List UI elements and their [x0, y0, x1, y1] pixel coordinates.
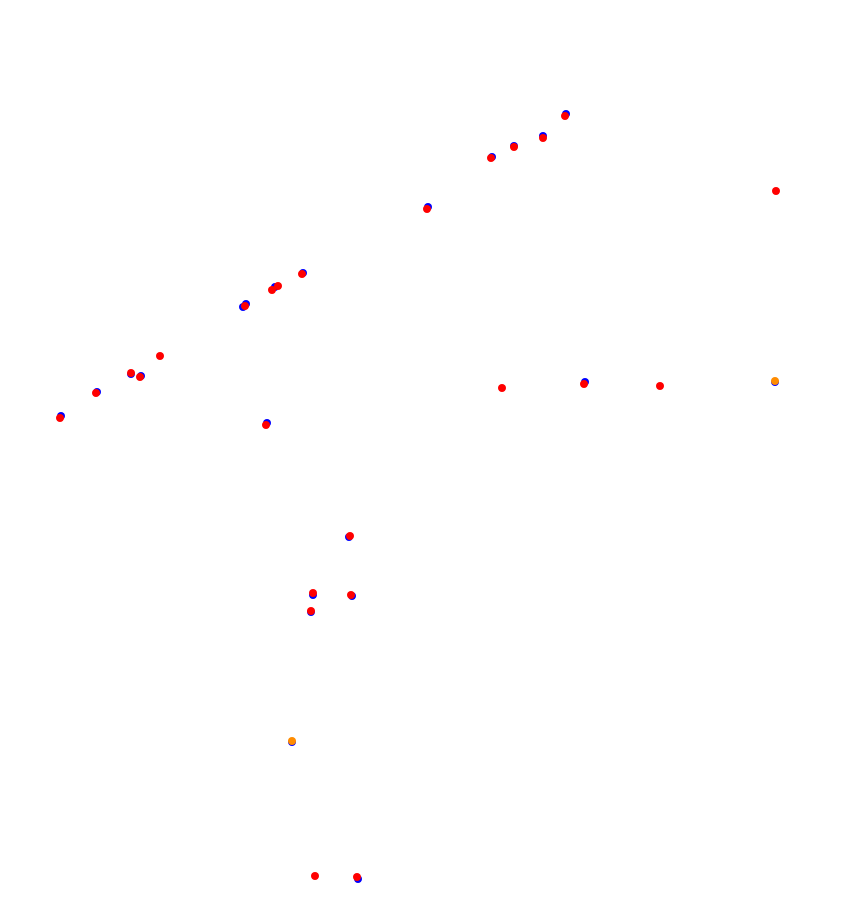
- point: [309, 589, 317, 597]
- point: [274, 282, 282, 290]
- point: [423, 205, 431, 213]
- point: [311, 872, 319, 880]
- point: [656, 382, 664, 390]
- point: [56, 414, 64, 422]
- point: [561, 112, 569, 120]
- point: [510, 143, 518, 151]
- point: [498, 384, 506, 392]
- point: [268, 286, 276, 294]
- point: [127, 369, 135, 377]
- point: [241, 302, 249, 310]
- point: [92, 389, 100, 397]
- point: [772, 187, 780, 195]
- point: [307, 607, 315, 615]
- point: [347, 591, 355, 599]
- point: [298, 270, 306, 278]
- point: [156, 352, 164, 360]
- point: [353, 873, 361, 881]
- point: [487, 154, 495, 162]
- point: [580, 380, 588, 388]
- point: [771, 377, 779, 385]
- point: [539, 134, 547, 142]
- point: [136, 373, 144, 381]
- point: [288, 737, 296, 745]
- point: [262, 421, 270, 429]
- point: [346, 532, 354, 540]
